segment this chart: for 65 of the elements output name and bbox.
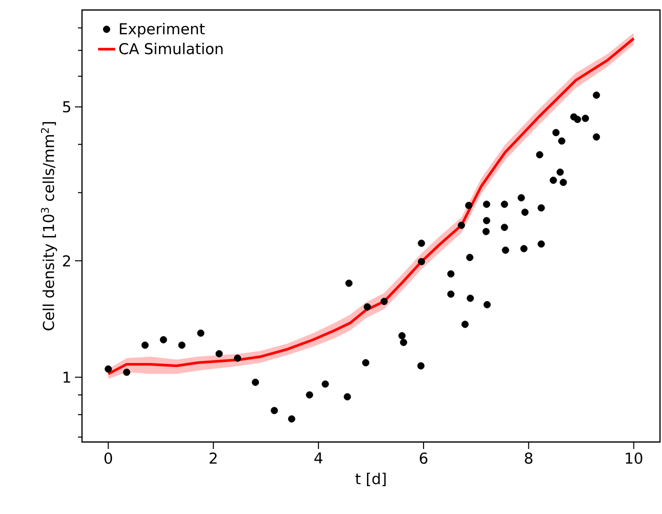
point	[500, 200, 508, 208]
x-tick-label: 0	[104, 452, 112, 464]
point	[104, 365, 112, 373]
point	[447, 270, 454, 278]
point	[197, 330, 204, 337]
point	[592, 133, 600, 141]
point	[518, 194, 525, 202]
x-tick-label: 4	[314, 452, 322, 464]
point	[582, 114, 589, 122]
point	[380, 298, 388, 306]
point	[252, 378, 260, 386]
point	[364, 303, 371, 310]
point	[521, 208, 529, 216]
y-tick-label: 2	[63, 255, 70, 266]
point	[536, 151, 544, 158]
legend-label: Experiment	[120, 22, 205, 38]
point	[400, 338, 408, 346]
point	[556, 168, 564, 176]
point	[270, 406, 278, 414]
point	[560, 178, 567, 186]
point	[178, 342, 186, 349]
point	[550, 176, 557, 184]
point	[520, 245, 528, 252]
y-tick-label: 1	[64, 372, 70, 383]
point	[458, 222, 465, 229]
x-tick-label: 2	[210, 452, 217, 464]
x-tick-label: 6	[420, 452, 428, 464]
y-axis-title: Cell density [10$^{3}$ cells/mm$^{2}$]	[40, 122, 58, 330]
point	[538, 204, 545, 212]
point	[160, 336, 168, 344]
point	[398, 332, 406, 340]
point	[482, 200, 490, 208]
point	[362, 359, 370, 366]
point	[288, 415, 296, 423]
point	[234, 354, 242, 362]
point	[216, 350, 223, 358]
point	[538, 240, 545, 248]
point	[482, 228, 490, 236]
x-tick-label: 8	[524, 452, 532, 464]
point	[418, 258, 426, 266]
point	[502, 246, 510, 254]
point	[484, 301, 491, 308]
point	[558, 137, 566, 145]
point	[344, 393, 351, 400]
point	[123, 368, 130, 376]
point	[466, 294, 474, 302]
point	[447, 290, 454, 298]
point	[482, 217, 490, 224]
point	[500, 224, 508, 231]
x-axis-title: t [d]	[355, 472, 386, 486]
point	[306, 391, 314, 398]
point	[141, 342, 149, 349]
point	[466, 254, 474, 262]
point	[345, 280, 353, 287]
y-tick-label: 5	[63, 101, 70, 112]
point	[592, 92, 600, 99]
point	[465, 202, 472, 210]
point	[461, 320, 469, 328]
point	[574, 116, 582, 124]
point	[552, 128, 560, 136]
point	[417, 362, 425, 370]
x-tick-label: 10	[626, 452, 642, 464]
legend-label: CA Simulation	[119, 42, 223, 54]
point	[418, 240, 426, 247]
point	[322, 380, 329, 388]
